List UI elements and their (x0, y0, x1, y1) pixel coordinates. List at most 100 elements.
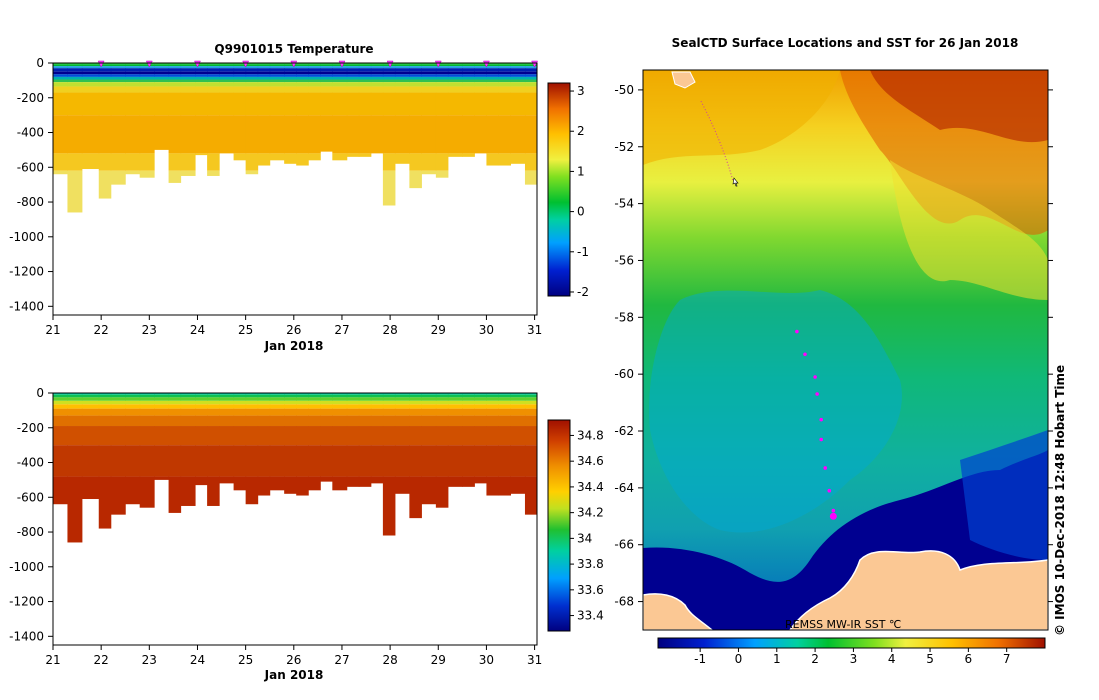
profile-cell (180, 445, 196, 477)
profile-cell (207, 74, 220, 77)
colorbar-tick-label: 1 (577, 164, 585, 178)
temperature-plot-frame (52, 62, 538, 316)
profile-cell (284, 79, 297, 83)
profile-column (110, 393, 126, 515)
profile-cell (139, 76, 155, 80)
profile-cell (382, 400, 396, 405)
profile-cell (524, 397, 537, 401)
profile-cell (358, 426, 372, 446)
profile-cell (421, 92, 437, 116)
profile-cell (245, 397, 259, 401)
profile-cell (421, 79, 437, 83)
profile-cell (382, 394, 396, 398)
profile-cell (110, 71, 126, 75)
profile-cell (67, 68, 83, 72)
profile-cell (195, 476, 208, 486)
profile-cell (435, 74, 449, 77)
profile-cell (447, 71, 463, 75)
profile-cell (154, 400, 170, 405)
profile-column (370, 63, 384, 154)
profile-cell (435, 66, 449, 69)
profile-cell (195, 426, 208, 446)
sst-c-tick-label: 6 (965, 652, 973, 666)
profile-cell (245, 393, 259, 395)
profile-cell (233, 74, 247, 77)
y-tick-label: -600 (17, 160, 44, 174)
profile-cell (394, 397, 410, 401)
profile-cell (510, 63, 526, 65)
profile-cell (125, 86, 141, 93)
profile-cell (382, 153, 396, 171)
profile-cell (409, 415, 422, 427)
profile-cell (320, 79, 333, 83)
profile-cell (53, 74, 68, 77)
profile-column (486, 63, 499, 166)
profile-cell (195, 415, 208, 427)
profile-cell (245, 82, 259, 87)
profile-cell (219, 66, 235, 69)
profile-cell (180, 397, 196, 401)
profile-cell (435, 445, 449, 477)
profile-cell (394, 92, 410, 116)
profile-column (382, 63, 396, 206)
profile-cell (110, 153, 126, 171)
profile-cell (435, 426, 449, 446)
salinity-x-ticks: 21 22 23 24 25 26 27 28 29 30 31 (45, 645, 542, 667)
profile-cell (67, 64, 83, 67)
profile-cell (139, 445, 155, 477)
profile-cell (53, 63, 68, 65)
profile-cell (284, 66, 297, 69)
profile-cell (67, 66, 83, 69)
profile-cell (284, 82, 297, 87)
profile-cell (257, 82, 271, 87)
profile-cell (125, 153, 141, 171)
profile-cell (358, 79, 372, 83)
profile-cell (409, 408, 422, 416)
profile-cell (346, 445, 360, 477)
profile-cell (296, 74, 309, 77)
profile-cell (207, 170, 220, 176)
profile-cell (81, 86, 100, 93)
profile-cell (447, 404, 463, 409)
sst-map-panel: SealCTD Surface Locations and SST for 26… (614, 36, 1067, 666)
profile-cell (409, 393, 422, 395)
profile-cell (168, 415, 182, 427)
profile-cell (125, 445, 141, 477)
profile-column (207, 393, 220, 506)
profile-cell (53, 426, 68, 446)
profile-cell (67, 393, 83, 395)
profile-cell (498, 476, 512, 496)
profile-cell (233, 82, 247, 87)
profile-cell (257, 92, 271, 116)
profile-cell (233, 393, 247, 395)
profile-cell (462, 153, 475, 157)
profile-cell (510, 404, 526, 409)
profile-cell (296, 426, 309, 446)
profile-cell (358, 415, 372, 427)
profile-cell (245, 426, 259, 446)
profile-cell (498, 397, 512, 401)
profile-column (409, 63, 422, 189)
profile-cell (370, 79, 384, 83)
profile-cell (320, 63, 333, 65)
profile-column (462, 393, 475, 487)
profile-cell (510, 68, 526, 72)
track-point (823, 466, 828, 470)
profile-cell (308, 71, 321, 75)
profile-cell (67, 82, 83, 87)
profile-cell (462, 394, 475, 398)
sst-map-title: SealCTD Surface Locations and SST for 26… (672, 36, 1019, 50)
profile-cell (168, 74, 182, 77)
profile-cell (139, 408, 155, 416)
sst-map-field (642, 70, 1049, 631)
profile-cell (284, 445, 297, 477)
profile-cell (462, 82, 475, 87)
profile-cell (382, 170, 396, 206)
profile-cell (110, 408, 126, 416)
profile-cell (382, 66, 396, 69)
profile-cell (370, 445, 384, 477)
profile-cell (421, 63, 437, 65)
profile-cell (110, 426, 126, 446)
profile-cell (308, 445, 321, 477)
profile-cell (81, 66, 100, 69)
